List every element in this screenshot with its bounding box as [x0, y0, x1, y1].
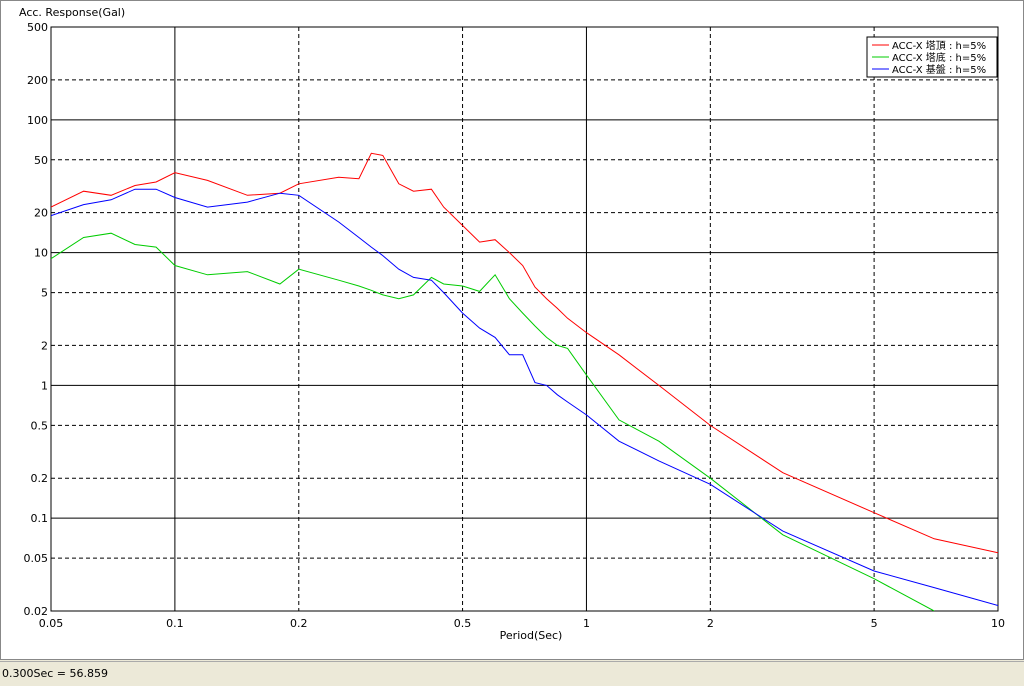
series-line: [51, 188, 998, 606]
legend-label: ACC-X 塔頂 : h=5%: [892, 39, 986, 52]
x-tick-label: 0.05: [39, 617, 64, 630]
x-tick-label: 2: [707, 617, 714, 630]
x-tick-label: 0.5: [454, 617, 472, 630]
y-tick-label: 200: [27, 74, 48, 87]
x-tick-label: 0.1: [166, 617, 184, 630]
plot-frame: [50, 26, 999, 612]
y-tick-label: 2: [41, 339, 48, 352]
y-tick-label: 0.2: [31, 472, 49, 485]
y-tick-label: 1: [41, 379, 48, 392]
chart: Acc. Response(Gal) Period(Sec) 0.05 0.1 0.…: [19, 6, 1005, 642]
y-tick-label: 0.1: [31, 512, 49, 525]
series-line: [51, 152, 998, 554]
y-axis-label: Acc. Response(Gal): [19, 6, 125, 19]
plot-lines: [51, 152, 998, 611]
x-tick-label: 0.2: [290, 617, 308, 630]
chart-window: Acc. Response(Gal) Period(Sec) 0.05 0.1 0.…: [0, 0, 1024, 660]
x-tick-label: 5: [871, 617, 878, 630]
y-tick-label: 0.05: [24, 552, 49, 565]
y-tick-label: 5: [41, 287, 48, 300]
y-tick-label: 10: [34, 247, 48, 260]
y-tick-label: 20: [34, 207, 48, 220]
y-tick-label: 100: [27, 114, 48, 127]
y-tick-label: 500: [27, 21, 48, 34]
y-tick-label: 0.02: [24, 605, 49, 618]
status-bar: 0.300Sec = 56.859: [0, 661, 1024, 685]
x-tick-label: 1: [583, 617, 590, 630]
legend-label: ACC-X 基盤 : h=5%: [892, 63, 986, 76]
legend-label: ACC-X 塔底 : h=5%: [892, 51, 986, 64]
y-tick-label: 50: [34, 154, 48, 167]
y-tick-label: 0.5: [31, 419, 49, 432]
series-line: [51, 232, 935, 611]
x-axis-label: Period(Sec): [500, 629, 563, 642]
x-tick-label: 10: [991, 617, 1005, 630]
